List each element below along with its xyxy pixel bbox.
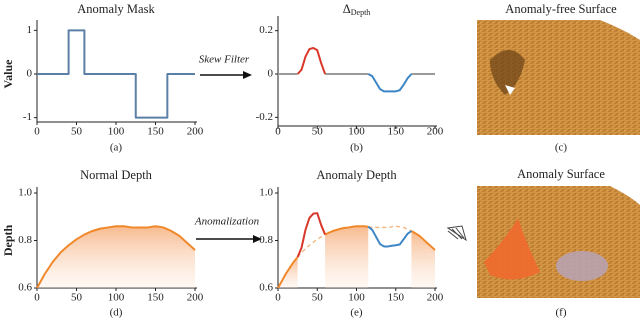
- y-tick-label: 0.8: [259, 234, 273, 246]
- line: [367, 225, 413, 248]
- y-tick-label: 0: [27, 68, 33, 80]
- x-tick-label: 0: [275, 292, 281, 304]
- line: [36, 225, 196, 289]
- caption: (b): [350, 142, 363, 154]
- x-tick-label: 0: [34, 126, 40, 138]
- arrow-label: Anomalization: [194, 216, 260, 228]
- line: [37, 29, 195, 119]
- chart-title: Anomaly Mask: [77, 2, 155, 16]
- x-tick-label: 100: [108, 292, 125, 304]
- y-tick-label: 1.0: [18, 187, 32, 199]
- x-tick-label: 200: [187, 292, 204, 304]
- x-tick-label: 50: [71, 292, 83, 304]
- x-tick-label: 50: [312, 126, 324, 138]
- x-tick-label: 150: [388, 292, 405, 304]
- caption: (f): [556, 307, 567, 319]
- y-tick-label: 0.6: [259, 282, 273, 294]
- x-tick-label: 0: [275, 126, 281, 138]
- line: [296, 212, 327, 258]
- scanner-icon: [446, 225, 467, 242]
- chart-title: Normal Depth: [80, 168, 153, 182]
- x-tick-label: 50: [71, 126, 83, 138]
- x-tick-label: 200: [427, 292, 444, 304]
- line: [368, 225, 412, 232]
- chart: Normal Depth Depth (d) 0 50 100 150 200 0.6 0.8 1.…: [1, 168, 204, 319]
- line: [277, 256, 299, 289]
- y-tick-label: 0.2: [259, 24, 273, 36]
- surface-image-c: Anomaly-free Surface (c): [477, 2, 640, 154]
- image-title: Anomaly Surface: [517, 167, 605, 181]
- y-axis-label: Depth: [1, 225, 15, 257]
- line: [410, 230, 436, 251]
- title-subscript: Depth: [351, 8, 371, 17]
- line: [297, 234, 326, 258]
- y-tick-label: 0: [268, 68, 274, 80]
- line: [367, 73, 413, 93]
- caption: (c): [555, 142, 568, 154]
- arrow-label: Skew Filter: [199, 54, 250, 66]
- chart: Anomaly Depth (e) 0 50 100 150 200 0.6 0.8 1.0: [259, 168, 444, 319]
- y-tick-label: 0.6: [18, 282, 32, 294]
- line: [296, 47, 327, 75]
- chart-title: ΔDepth: [343, 2, 371, 17]
- x-tick-label: 150: [388, 126, 405, 138]
- x-tick-label: 200: [187, 126, 204, 138]
- x-tick-label: 100: [348, 126, 365, 138]
- y-tick-label: -0.2: [256, 111, 273, 123]
- y-tick-label: 1.0: [259, 187, 273, 199]
- y-axis-label: Value: [1, 59, 15, 89]
- y-tick-label: -1: [23, 111, 32, 123]
- x-tick-label: 200: [427, 126, 444, 138]
- chart-title: Anomaly Depth: [316, 168, 397, 182]
- arrow-skew: Skew Filter: [199, 54, 252, 79]
- caption: (e): [350, 307, 363, 319]
- chart: ΔDepth(b)0 50 100 150 200-0.200.2: [256, 2, 444, 154]
- x-tick-label: 50: [312, 292, 324, 304]
- area: [325, 226, 369, 288]
- x-tick-label: 100: [108, 126, 125, 138]
- x-tick-label: 0: [34, 292, 40, 304]
- y-tick-label: 0.8: [18, 234, 32, 246]
- x-tick-label: 100: [348, 292, 365, 304]
- caption: (d): [110, 307, 123, 319]
- x-tick-label: 150: [147, 292, 164, 304]
- x-tick-label: 150: [147, 126, 164, 138]
- line: [324, 225, 369, 236]
- image-title: Anomaly-free Surface: [505, 2, 617, 16]
- area: [37, 226, 195, 288]
- surface-image-f: Anomaly Surface (f): [477, 167, 640, 319]
- caption: (a): [110, 142, 123, 154]
- arrow-anomalization: Anomalization: [194, 216, 262, 243]
- y-tick-label: 1: [27, 24, 33, 36]
